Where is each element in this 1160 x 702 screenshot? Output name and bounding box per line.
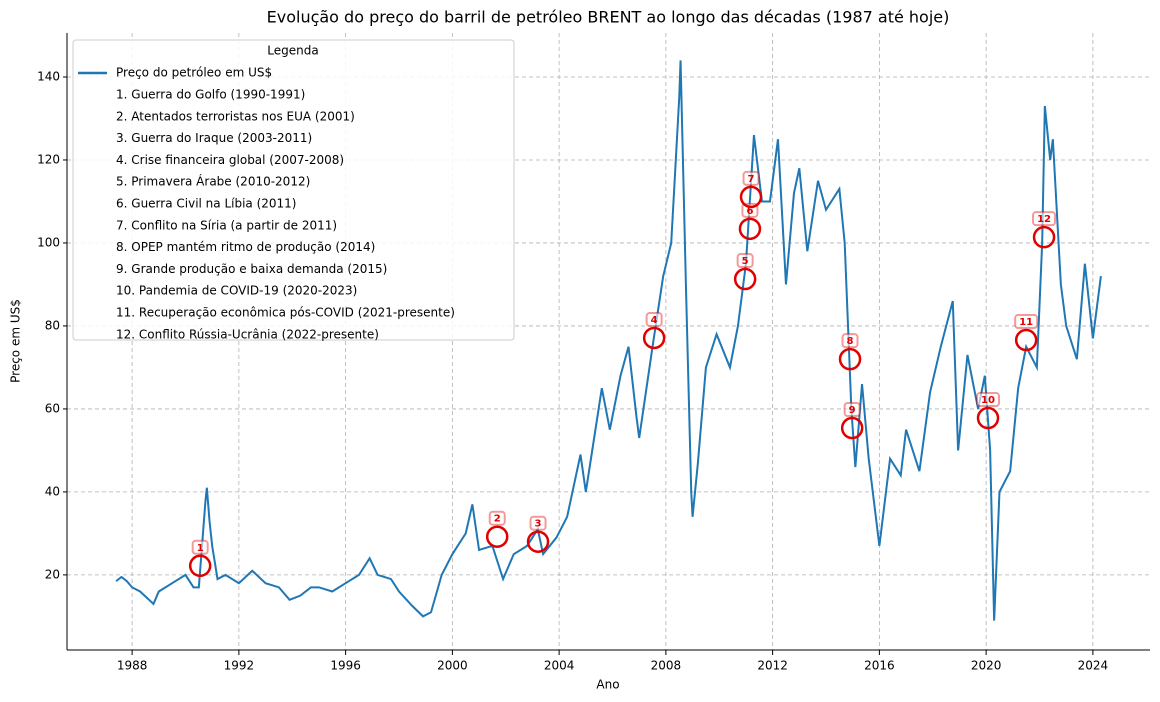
event-number: 6 bbox=[746, 206, 753, 217]
chart-title: Evolução do preço do barril de petróleo … bbox=[267, 8, 950, 27]
event-number: 8 bbox=[847, 336, 854, 347]
event-badge bbox=[488, 510, 506, 526]
event-marker bbox=[1014, 328, 1038, 352]
event-number: 3 bbox=[535, 519, 542, 530]
y-tick-label: 80 bbox=[45, 318, 60, 332]
event-badge bbox=[529, 515, 547, 531]
x-axis-label: Ano bbox=[596, 678, 619, 692]
event-marker bbox=[188, 554, 212, 578]
event-marker bbox=[838, 347, 862, 371]
legend-label: 10. Pandemia de COVID-19 (2020-2023) bbox=[116, 284, 357, 298]
y-tick-label: 20 bbox=[45, 567, 60, 581]
event-number: 1 bbox=[197, 543, 204, 554]
legend-label: Preço do petróleo em US$ bbox=[116, 66, 272, 80]
x-tick-label: 2000 bbox=[437, 659, 468, 673]
y-tick-label: 40 bbox=[45, 484, 60, 498]
y-tick-label: 140 bbox=[37, 69, 60, 83]
x-tick-label: 1988 bbox=[117, 659, 148, 673]
legend-label: 3. Guerra do Iraque (2003-2011) bbox=[116, 131, 312, 145]
legend-label: 7. Conflito na Síria (a partir de 2011) bbox=[116, 218, 337, 232]
event-number: 12 bbox=[1037, 214, 1051, 225]
event-number: 5 bbox=[742, 256, 749, 267]
event-badge bbox=[1014, 314, 1039, 330]
x-tick-label: 1992 bbox=[224, 659, 255, 673]
event-badge bbox=[191, 539, 209, 555]
y-tick-label: 60 bbox=[45, 401, 60, 415]
legend-label: 5. Primavera Árabe (2010-2012) bbox=[116, 174, 310, 189]
legend-label: 1. Guerra do Golfo (1990-1991) bbox=[116, 88, 305, 102]
x-tick-label: 2020 bbox=[971, 659, 1002, 673]
x-tick-label: 2008 bbox=[651, 659, 682, 673]
event-badge bbox=[843, 402, 861, 418]
legend-label: 8. OPEP mantém ritmo de produção (2014) bbox=[116, 240, 375, 254]
legend-label: 2. Atentados terroristas nos EUA (2001) bbox=[116, 109, 355, 123]
event-badge bbox=[1032, 211, 1057, 227]
price-line bbox=[115, 60, 1102, 621]
event-marker bbox=[976, 406, 1000, 430]
event-marker bbox=[738, 217, 762, 241]
event-number: 9 bbox=[849, 405, 856, 416]
event-badge bbox=[976, 392, 1001, 408]
event-badge bbox=[742, 170, 760, 186]
legend-label: 9. Grande produção e baixa demanda (2015… bbox=[116, 262, 387, 276]
legend-title: Legenda bbox=[267, 44, 318, 58]
legend-label: 6. Guerra Civil na Líbia (2011) bbox=[116, 197, 297, 211]
y-axis-label: Preço em US$ bbox=[9, 299, 23, 383]
x-tick-label: 1996 bbox=[330, 659, 361, 673]
event-marker bbox=[1032, 225, 1056, 249]
y-tick-label: 100 bbox=[37, 235, 60, 249]
y-tick-label: 120 bbox=[37, 152, 60, 166]
x-tick-label: 2012 bbox=[757, 659, 788, 673]
legend-box bbox=[72, 39, 515, 341]
event-marker bbox=[840, 416, 864, 440]
event-number: 2 bbox=[494, 514, 501, 525]
legend-label: 4. Crise financeira global (2007-2008) bbox=[116, 153, 344, 167]
event-badge bbox=[645, 311, 663, 327]
event-badge bbox=[841, 333, 859, 349]
event-number: 7 bbox=[748, 174, 755, 185]
event-marker bbox=[739, 185, 763, 209]
event-marker bbox=[485, 525, 509, 548]
event-number: 10 bbox=[981, 395, 995, 406]
event-badge bbox=[736, 253, 754, 269]
legend-label: 11. Recuperação econômica pós-COVID (202… bbox=[116, 306, 455, 320]
x-tick-label: 2016 bbox=[864, 659, 895, 673]
legend-label: 12. Conflito Rússia-Ucrânia (2022-presen… bbox=[116, 327, 379, 341]
x-tick-label: 2004 bbox=[544, 659, 575, 673]
event-marker bbox=[733, 267, 757, 291]
event-marker bbox=[526, 530, 550, 553]
x-tick-label: 2024 bbox=[1078, 659, 1109, 673]
event-number: 11 bbox=[1019, 317, 1033, 328]
event-number: 4 bbox=[651, 315, 658, 326]
event-marker bbox=[642, 326, 666, 350]
